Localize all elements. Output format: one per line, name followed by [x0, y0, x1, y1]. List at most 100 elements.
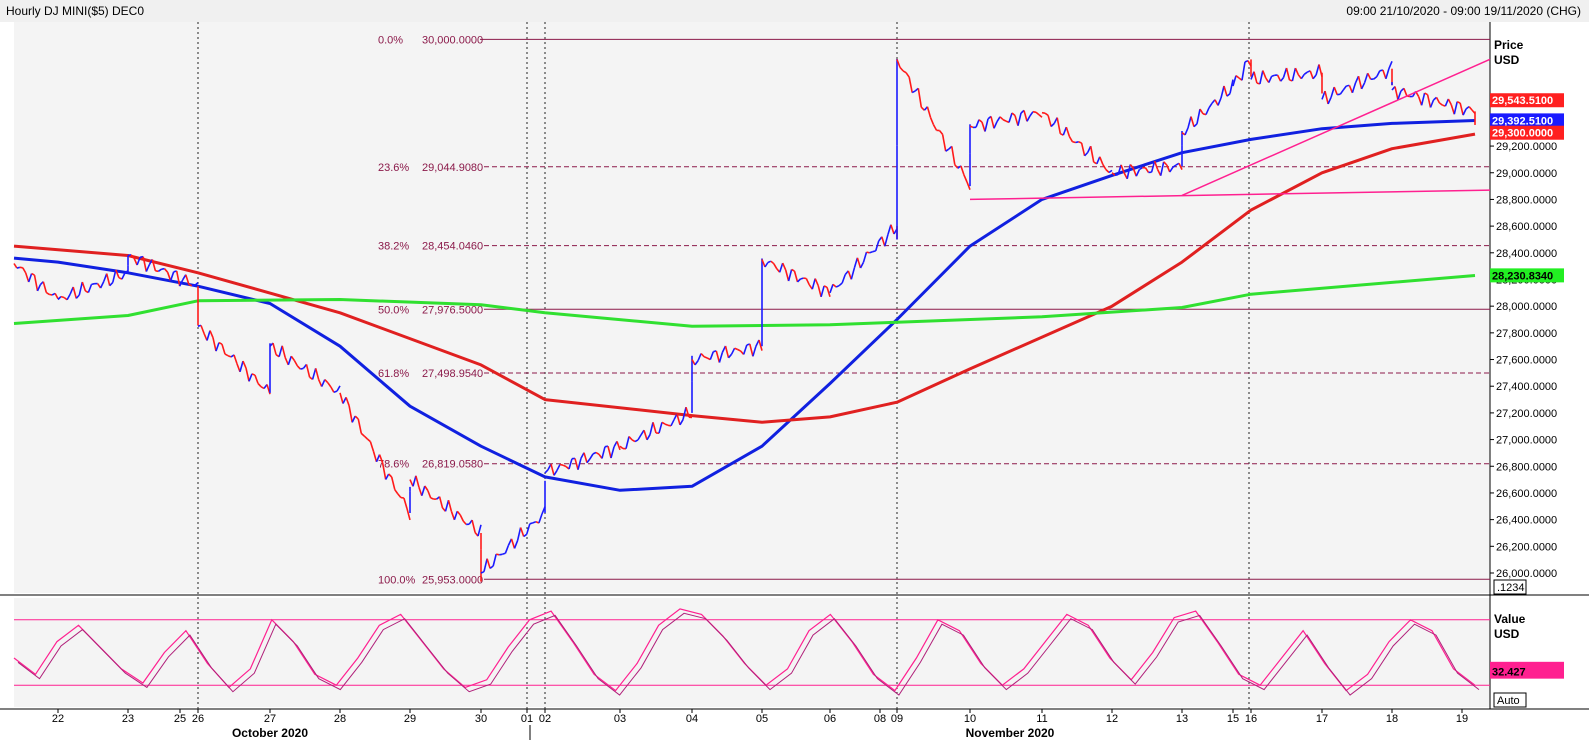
price-candle — [357, 418, 363, 434]
price-candle — [1111, 172, 1116, 176]
scale-box[interactable] — [1493, 579, 1527, 595]
price-candle — [513, 540, 519, 549]
price-candle — [480, 570, 485, 574]
price-candle — [529, 522, 534, 525]
price-axis-ticks: 26,000.0000 26,200.0000 26,400.0000 26,600.… — [1490, 141, 1557, 580]
price-candle — [345, 397, 350, 406]
date-tick-label: 15 — [1227, 713, 1239, 725]
price-candle — [649, 422, 654, 435]
price-candle — [121, 272, 126, 280]
price-candle — [366, 438, 371, 443]
price-candle — [941, 134, 947, 152]
price-plot-area[interactable] — [14, 22, 1490, 593]
date-tick-label: 27 — [264, 713, 276, 725]
price-candle — [1339, 89, 1344, 95]
price-candle — [556, 464, 561, 471]
price-candle — [628, 435, 633, 441]
price-candle — [496, 553, 500, 556]
price-candle — [1132, 168, 1138, 177]
price-candle — [260, 386, 265, 390]
price-candle — [492, 553, 497, 567]
price-candle — [899, 66, 904, 72]
price-candle — [682, 407, 687, 420]
price-candle — [727, 353, 733, 359]
price-candle — [1199, 108, 1204, 115]
price-candle — [589, 453, 594, 460]
date-tick-label: 01 — [521, 713, 533, 725]
price-candle — [384, 473, 390, 480]
price-candle — [1035, 111, 1040, 116]
date-tick-label: 13 — [1176, 713, 1188, 725]
price-candle — [133, 257, 138, 266]
price-candle — [1450, 104, 1456, 115]
date-tick-label: 30 — [475, 713, 487, 725]
price-candle — [42, 281, 48, 293]
price-candle — [984, 118, 989, 132]
price-candle — [1011, 112, 1016, 117]
price-candle — [242, 360, 247, 369]
price-candle — [634, 439, 639, 443]
price-candle — [130, 254, 135, 259]
price-candle — [1271, 74, 1275, 77]
price-candle — [896, 59, 901, 68]
fib-level-price: 28,454.0460 — [422, 241, 483, 253]
price-candle — [1459, 102, 1464, 116]
price-candle — [245, 367, 250, 382]
price-candle — [1315, 64, 1320, 76]
price-candle — [375, 454, 381, 463]
price-candle — [1202, 113, 1207, 116]
price-candle — [1150, 160, 1156, 173]
price-candle — [118, 276, 123, 280]
price-candle — [87, 284, 93, 293]
price-value-badge-label: 29,543.5100 — [1492, 95, 1553, 107]
price-candle — [1346, 84, 1350, 87]
oscillator-plot-area[interactable] — [14, 598, 1490, 707]
price-candle — [820, 285, 825, 298]
auto-button[interactable] — [1493, 692, 1527, 708]
price-candle — [592, 451, 597, 455]
title-bar: Hourly DJ MINI($5) DEC0 09:00 21/10/2020… — [0, 0, 1589, 22]
fib-level-price: 25,953.0000 — [422, 574, 483, 586]
osc-value-badge — [1490, 664, 1564, 679]
price-candle — [631, 439, 636, 443]
price-candle — [562, 464, 567, 468]
price-candle — [523, 533, 528, 538]
price-candle — [1208, 102, 1213, 109]
price-candle — [856, 257, 862, 269]
price-candle — [418, 486, 423, 496]
price-candle — [1262, 70, 1267, 79]
price-candle — [1337, 93, 1341, 96]
price-candle — [866, 251, 870, 254]
price-candle — [1285, 67, 1291, 81]
price-candle — [1102, 164, 1107, 170]
price-candle — [1187, 116, 1192, 129]
scale-box-label: .1234 — [1497, 582, 1525, 594]
price-candle — [66, 293, 71, 301]
price-candle — [661, 421, 666, 425]
price-tick-label: 26,200.0000 — [1496, 541, 1557, 553]
price-candle — [1447, 98, 1453, 106]
price-candle — [784, 269, 790, 282]
price-candle — [829, 284, 834, 294]
price-candle — [1429, 99, 1435, 108]
price-candle — [1008, 112, 1013, 123]
price-candle — [697, 353, 702, 361]
price-candle — [999, 116, 1004, 121]
price-candle — [817, 285, 822, 298]
fib-level-percent: 0.0% — [378, 34, 403, 46]
price-value-badge — [1490, 113, 1564, 128]
price-candle — [1403, 88, 1408, 97]
price-candle — [272, 342, 277, 355]
price-candle — [1268, 75, 1273, 83]
price-tick-label: 29,000.0000 — [1496, 168, 1557, 180]
price-candle — [224, 353, 229, 357]
price-candle — [832, 283, 837, 288]
price-candle — [161, 267, 165, 270]
price-value-badge-label: 29,300.0000 — [1492, 128, 1553, 140]
price-candle — [1253, 71, 1258, 84]
price-candle — [667, 424, 672, 427]
price-candle — [1026, 115, 1031, 122]
price-candle — [1072, 140, 1076, 144]
price-candle — [447, 499, 453, 512]
